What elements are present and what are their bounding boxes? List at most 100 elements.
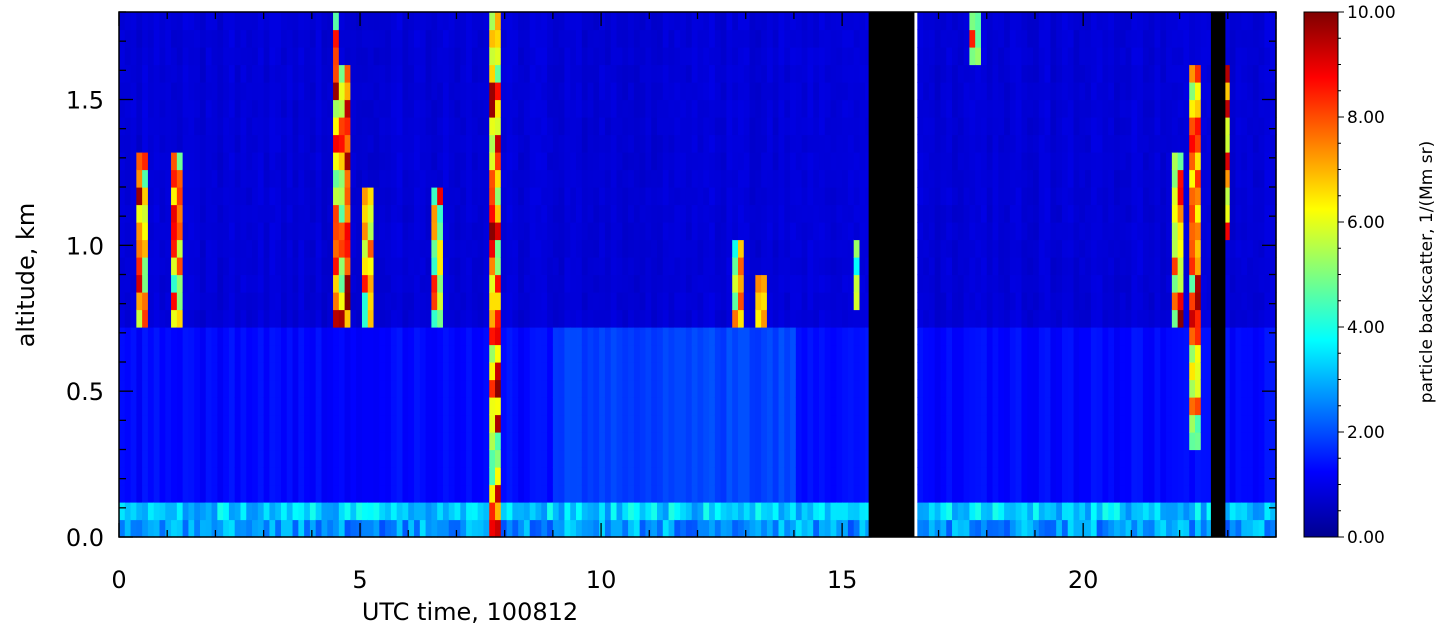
heatmap-cell (558, 327, 566, 346)
heatmap-cell (1119, 187, 1127, 206)
heatmap-cell (1102, 29, 1109, 48)
heatmap-cell (252, 99, 259, 118)
heatmap-cell (240, 432, 247, 451)
heatmap-cell (327, 239, 334, 258)
heatmap-cell (512, 449, 519, 468)
heatmap-cell (165, 239, 172, 258)
heatmap-cell (674, 257, 681, 276)
heatmap-cell (813, 292, 820, 311)
heatmap-cell (703, 484, 710, 503)
heatmap-cell (957, 29, 965, 48)
heatmap-cell (194, 449, 201, 468)
heatmap-cell (252, 204, 259, 223)
heatmap-cell (587, 239, 594, 258)
heatmap-cell (1096, 29, 1104, 48)
heatmap-cell (697, 274, 704, 293)
heatmap-cell (373, 344, 380, 363)
heatmap-cell (610, 502, 618, 521)
heatmap-cell (813, 309, 820, 328)
heatmap-cell (720, 432, 728, 451)
heatmap-cell (807, 64, 814, 83)
heatmap-cell (228, 309, 236, 328)
heatmap-cell (946, 82, 953, 101)
heatmap-cell (755, 12, 762, 31)
heatmap-cell (269, 397, 276, 416)
heatmap-cell (518, 344, 525, 363)
heatmap-cell (772, 152, 780, 171)
heatmap-cell (408, 99, 415, 118)
heatmap-cell (402, 274, 409, 293)
heatmap-cell (1050, 257, 1057, 276)
heatmap-cell (408, 449, 415, 468)
heatmap-cell (130, 414, 137, 433)
heatmap-cell (304, 82, 311, 101)
heatmap-cell (344, 169, 351, 188)
heatmap-cell (454, 152, 461, 171)
heatmap-cell (252, 327, 259, 346)
heatmap-cell (1021, 274, 1028, 293)
heatmap-cell (489, 344, 496, 363)
heatmap-cell (408, 134, 415, 153)
heatmap-cell (697, 222, 704, 241)
heatmap-cell (923, 64, 930, 83)
heatmap-cell (147, 519, 155, 538)
heatmap-cell (558, 449, 566, 468)
heatmap-cell (604, 257, 612, 276)
heatmap-cell (477, 257, 485, 276)
heatmap-cell (610, 117, 618, 136)
heatmap-cell (333, 449, 340, 468)
heatmap-cell (587, 327, 594, 346)
heatmap-cell (790, 274, 797, 293)
heatmap-cell (130, 99, 137, 118)
heatmap-cell (859, 169, 866, 188)
heatmap-cell (1050, 204, 1057, 223)
heatmap-cell (373, 187, 380, 206)
heatmap-cell (1044, 99, 1051, 118)
heatmap-cell (228, 274, 236, 293)
heatmap-cell (1079, 467, 1086, 486)
heatmap-cell (761, 327, 768, 346)
heatmap-cell (379, 187, 386, 206)
heatmap-cell (512, 257, 519, 276)
heatmap-cell (408, 12, 415, 31)
heatmap-cell (309, 257, 317, 276)
heatmap-cell (512, 134, 519, 153)
heatmap-cell (622, 29, 629, 48)
heatmap-cell (952, 309, 959, 328)
heatmap-cell (280, 414, 288, 433)
heatmap-cell (286, 12, 294, 31)
heatmap-cell (147, 82, 155, 101)
heatmap-cell (402, 29, 409, 48)
heatmap-cell (547, 204, 554, 223)
heatmap-cell (1038, 502, 1046, 521)
heatmap-cell (298, 64, 305, 83)
heatmap-cell (142, 484, 149, 503)
heatmap-cell (824, 502, 832, 521)
heatmap-cell (622, 519, 629, 538)
heatmap-cell (379, 432, 386, 451)
heatmap-cell (304, 467, 311, 486)
heatmap-cell (333, 327, 340, 346)
heatmap-cell (813, 152, 820, 171)
heatmap-cell (466, 64, 473, 83)
heatmap-cell (720, 362, 728, 381)
heatmap-cell (853, 397, 861, 416)
heatmap-cell (668, 274, 675, 293)
heatmap-cell (743, 222, 751, 241)
heatmap-cell (396, 362, 404, 381)
heatmap-cell (969, 187, 976, 206)
heatmap-cell (1090, 29, 1098, 48)
heatmap-cell (211, 134, 218, 153)
heatmap-cell (518, 12, 525, 31)
heatmap-cell (390, 327, 398, 346)
heatmap-cell (471, 117, 479, 136)
heatmap-cell (466, 327, 473, 346)
heatmap-cell (1021, 82, 1028, 101)
heatmap-cell (1102, 379, 1109, 398)
heatmap-cell (581, 274, 589, 293)
heatmap-cell (471, 449, 479, 468)
heatmap-cell (1114, 64, 1121, 83)
heatmap-cell (136, 327, 143, 346)
heatmap-cell (720, 29, 728, 48)
heatmap-cell (437, 379, 444, 398)
